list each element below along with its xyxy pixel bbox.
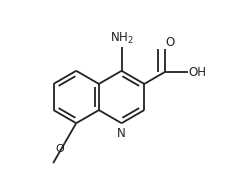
Text: NH$_2$: NH$_2$ <box>109 31 133 46</box>
Text: N: N <box>117 127 125 140</box>
Text: O: O <box>55 144 63 154</box>
Text: OH: OH <box>188 66 205 79</box>
Text: O: O <box>165 36 174 49</box>
